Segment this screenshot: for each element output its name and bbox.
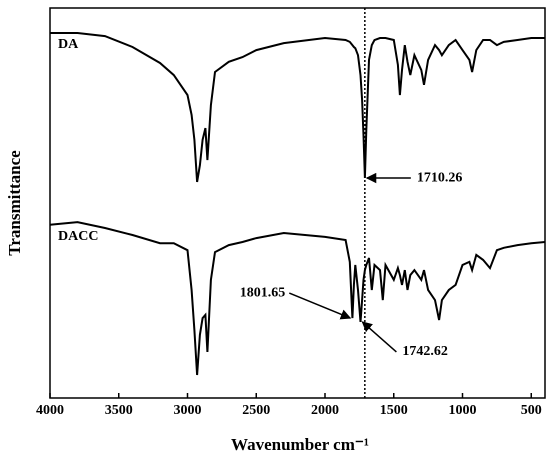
- x-tick-label: 2500: [242, 403, 270, 418]
- annotation-label: 1801.65: [240, 285, 286, 300]
- annotation-arrow: [361, 321, 397, 353]
- x-tick-label: 1500: [380, 403, 408, 418]
- spectrum-line: [49, 221, 546, 376]
- plot-frame: [49, 7, 546, 399]
- series-label: DA: [58, 37, 79, 52]
- series-label: DACC: [58, 229, 98, 244]
- annotation-label: 1742.62: [402, 344, 448, 359]
- annotation-arrow: [288, 292, 352, 320]
- x-tick-label: 4000: [36, 403, 64, 418]
- x-tick-label: 1000: [449, 403, 477, 418]
- y-axis-label: Transmittance: [5, 150, 24, 256]
- x-tick-label: 3000: [174, 403, 202, 418]
- spectrum-line: [50, 32, 545, 183]
- x-axis-label: Wavenumber cm⁻¹: [231, 435, 369, 454]
- x-tick-label: 3500: [105, 403, 133, 418]
- annotation-label: 1710.26: [417, 170, 463, 185]
- x-tick-label: 500: [521, 403, 542, 418]
- x-tick-label: 2000: [311, 403, 339, 418]
